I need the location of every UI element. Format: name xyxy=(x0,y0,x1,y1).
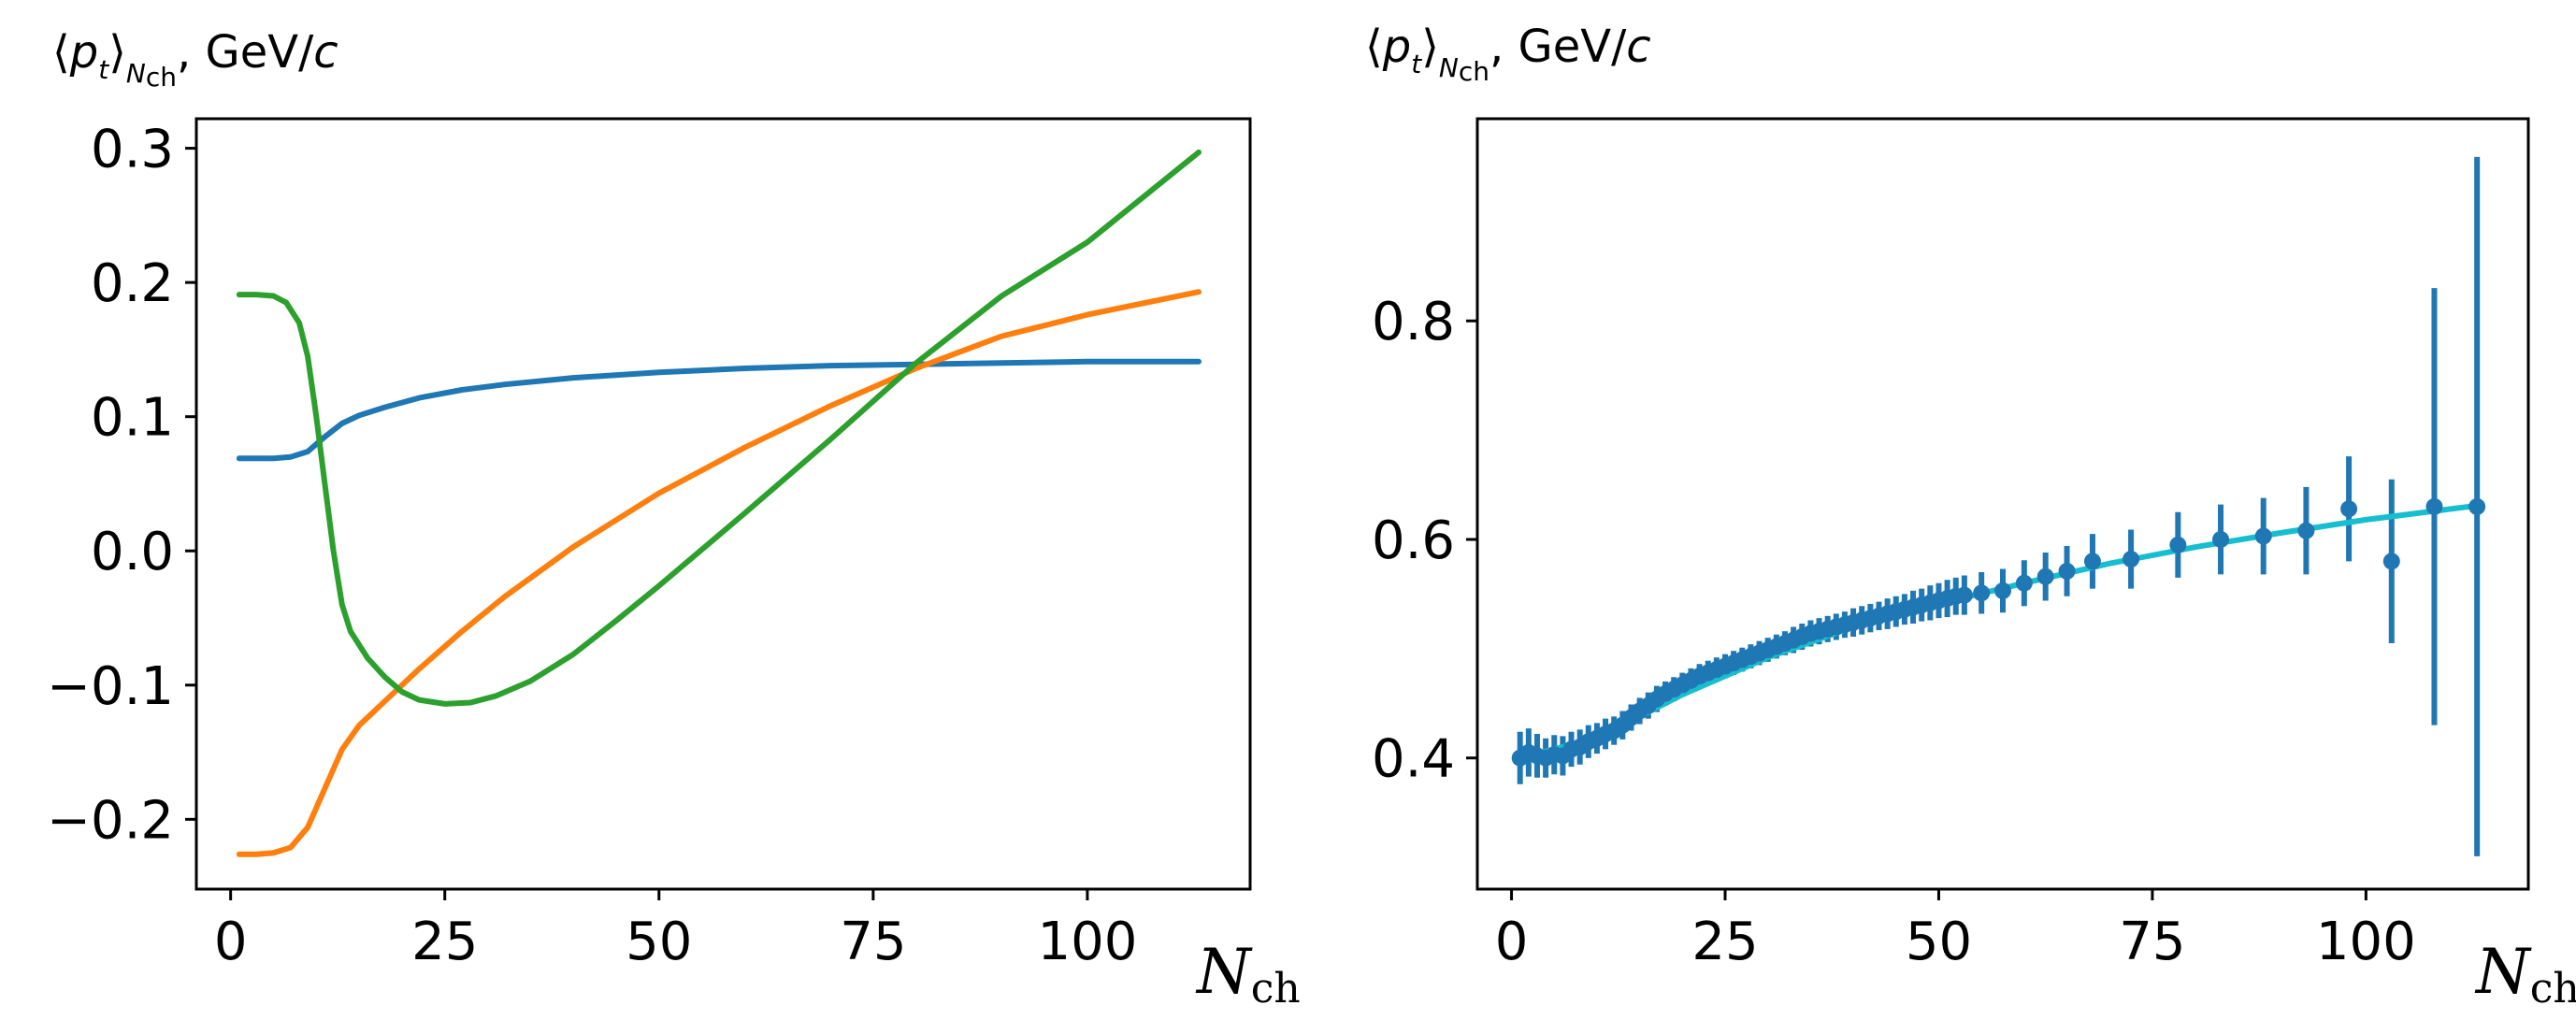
data-point xyxy=(2036,567,2054,585)
right-xtick-label: 25 xyxy=(1691,912,1758,972)
left-ytick-label: 0.0 xyxy=(91,522,174,582)
left-xlabel: Nch xyxy=(1195,936,1301,1013)
series-line-orange xyxy=(236,289,1202,857)
data-point xyxy=(1973,584,1991,602)
right-xtick-label: 0 xyxy=(1495,912,1529,972)
data-point xyxy=(1955,586,1973,604)
fit-line xyxy=(1518,502,2478,761)
left-ytick-label: 0.3 xyxy=(91,120,174,180)
data-point xyxy=(2425,497,2443,515)
right-axes-frame xyxy=(1475,117,2530,891)
right-ytick-label: 0.4 xyxy=(1372,729,1455,790)
series-line-blue xyxy=(236,358,1202,462)
data-point xyxy=(2058,562,2076,580)
data-point xyxy=(1994,582,2011,599)
left-axes-frame xyxy=(194,117,1252,891)
series-line-green xyxy=(236,149,1202,707)
data-point xyxy=(2212,530,2230,548)
left-xtick-label: 0 xyxy=(214,912,248,972)
right-ylabel: ⟨pt⟩Nch, GeV/c xyxy=(1365,21,1651,87)
left-plot-area: 0 25 50 75 100 −0.2 −0.1 0.0 0.1 0.2 0.3 xyxy=(47,120,1202,972)
left-ytick-label: −0.1 xyxy=(47,656,174,717)
right-ytick-label: 0.6 xyxy=(1372,510,1455,571)
right-xlabel: Nch xyxy=(2474,936,2576,1013)
right-plot-area: 0 25 50 75 100 0.4 0.6 0.8 xyxy=(1372,156,2486,972)
left-ytick-label: 0.1 xyxy=(91,388,174,449)
data-point xyxy=(2297,522,2315,539)
data-point xyxy=(2340,500,2358,518)
left-panel: ⟨pt⟩Nch, GeV/c 0 25 50 75 100−0.2−0.10.00.10… xyxy=(47,26,1301,1013)
data-point xyxy=(2382,553,2400,570)
data-point xyxy=(2123,551,2140,568)
left-xtick-label: 75 xyxy=(840,912,906,972)
data-point xyxy=(2254,527,2272,545)
left-ytick-label: −0.2 xyxy=(47,790,174,851)
data-point xyxy=(2468,497,2486,515)
left-ylabel: ⟨pt⟩Nch, GeV/c xyxy=(52,26,338,93)
left-xtick-label: 50 xyxy=(626,912,692,972)
right-xtick-label: 100 xyxy=(2316,912,2416,972)
right-panel: ⟨pt⟩Nch, GeV/c 0 25 50 75 100 0.4 0.6 0.8 Nch xyxy=(1365,21,2576,1013)
right-xtick-label: 75 xyxy=(2119,912,2185,972)
left-xtick-label: 25 xyxy=(411,912,478,972)
data-point xyxy=(2083,553,2101,570)
left-ytick-label: 0.2 xyxy=(91,253,174,314)
right-ytick-label: 0.8 xyxy=(1372,292,1455,352)
data-point xyxy=(2015,574,2033,592)
right-xtick-label: 50 xyxy=(1906,912,1972,972)
data-point xyxy=(2169,536,2187,553)
left-xtick-label: 100 xyxy=(1037,912,1137,972)
